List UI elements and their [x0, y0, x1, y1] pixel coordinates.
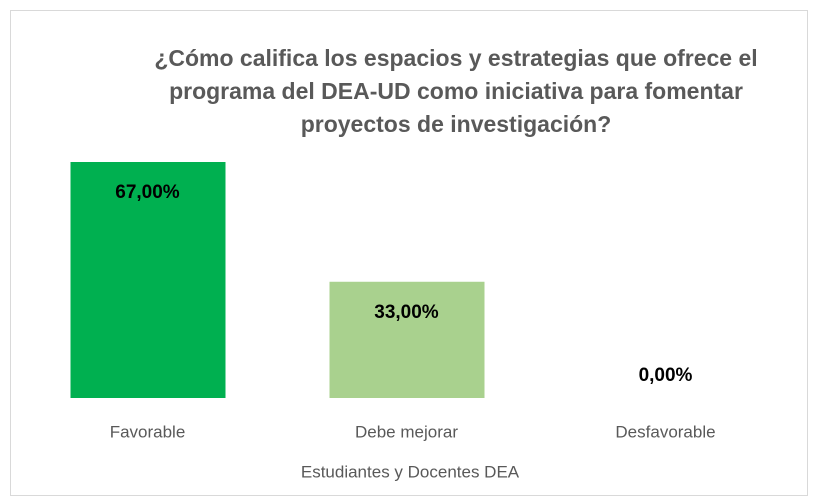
bar	[70, 162, 226, 398]
value-label: 0,00%	[639, 365, 693, 386]
x-tick-label: Debe mejorar	[355, 422, 458, 441]
bar	[329, 281, 485, 398]
x-axis-label: Estudiantes y Docentes DEA	[301, 462, 520, 481]
chart-title: ¿Cómo califica los espacios y estrategia…	[154, 45, 758, 137]
value-label: 33,00%	[374, 302, 439, 323]
x-tick-label: Desfavorable	[615, 422, 715, 441]
value-label: 67,00%	[115, 182, 180, 203]
x-tick-label: Favorable	[110, 422, 186, 441]
